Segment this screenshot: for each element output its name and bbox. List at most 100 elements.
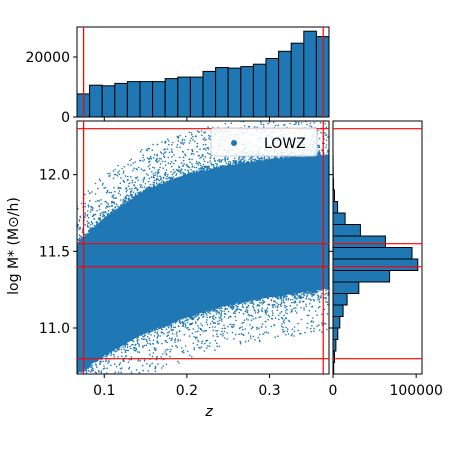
scatter-point (174, 159, 177, 162)
scatter-point (267, 332, 270, 334)
scatter-point (153, 184, 155, 187)
scatter-point (132, 169, 134, 172)
scatter-point (227, 325, 229, 328)
scatter-point (76, 387, 78, 389)
scatter-point (88, 384, 90, 386)
scatter-point (241, 322, 244, 324)
scatter-point (90, 221, 93, 223)
scatter-point (115, 365, 118, 368)
scatter-point (288, 320, 291, 323)
scatter-point (117, 347, 120, 349)
scatter-point (108, 191, 111, 194)
scatter-point (210, 162, 212, 164)
scatter-point (132, 197, 135, 199)
scatter-point (153, 177, 155, 179)
scatter-point (305, 303, 307, 306)
scatter-point (199, 148, 201, 150)
right-hist-bar (332, 224, 361, 237)
scatter-point (296, 304, 298, 306)
scatter-point (261, 156, 263, 159)
top-hist-bar (215, 67, 229, 118)
scatter-point (190, 137, 193, 140)
scatter-point (100, 376, 102, 378)
scatter-point (179, 146, 181, 148)
scatter-point (89, 399, 91, 401)
scatter-point (99, 362, 101, 364)
scatter-point (124, 343, 126, 346)
scatter-point (80, 409, 82, 411)
scatter-point (281, 323, 283, 325)
scatter-point (89, 211, 92, 213)
scatter-point (95, 402, 97, 404)
scatter-point (175, 344, 177, 347)
scatter-point (139, 159, 142, 162)
scatter-point (167, 156, 170, 159)
scatter-point (91, 227, 93, 229)
scatter-point (246, 300, 249, 303)
scatter-point (243, 125, 246, 127)
scatter-point (178, 362, 180, 364)
scatter-point (264, 311, 267, 314)
scatter-point (160, 152, 163, 154)
scatter-point (184, 154, 187, 157)
scatter-point (325, 154, 328, 156)
scatter-point (211, 310, 214, 312)
scatter-point (162, 167, 164, 169)
scatter-point (227, 317, 230, 319)
scatter-point (106, 206, 109, 208)
scatter-point (201, 313, 203, 316)
scatter-point (165, 181, 168, 183)
scatter-point (260, 301, 263, 304)
scatter-point (320, 131, 322, 134)
scatter-point (293, 293, 295, 296)
scatter-point (147, 333, 150, 335)
top-hist-bar (303, 30, 317, 118)
scatter-point (78, 409, 80, 411)
scatter-point (324, 323, 327, 325)
scatter-point (308, 290, 311, 293)
scatter-point (98, 371, 100, 373)
scatter-point (257, 336, 260, 339)
scatter-point (221, 327, 224, 330)
top-hist-bar (114, 82, 128, 118)
scatter-point (246, 311, 249, 314)
scatter-point (137, 374, 139, 376)
scatter-point (307, 298, 310, 300)
scatter-point (208, 165, 210, 167)
scatter-point (276, 295, 279, 297)
scatter-point (91, 364, 94, 367)
scatter-point (259, 333, 261, 336)
scatter-point (104, 360, 107, 363)
scatter-point (236, 306, 238, 308)
scatter-point (324, 134, 327, 137)
scatter-point (191, 163, 193, 165)
scatter-point (276, 309, 279, 312)
scatter-point (121, 345, 123, 347)
scatter-point (96, 210, 98, 212)
scatter-point (89, 364, 92, 366)
scatter-point (87, 378, 89, 380)
scatter-point (170, 160, 173, 163)
scatter-point (262, 123, 265, 126)
scatter-point (176, 144, 179, 146)
scatter-point (78, 237, 81, 239)
scatter-point (144, 189, 147, 191)
scatter-point (297, 322, 299, 325)
top-hist-bar (101, 85, 116, 118)
scatter-point (83, 398, 85, 400)
scatter-point (318, 137, 321, 140)
scatter-point (105, 207, 107, 209)
scatter-point (277, 335, 279, 338)
scatter-point (317, 154, 320, 157)
scatter-point (216, 307, 218, 310)
scatter-point (239, 326, 241, 329)
scatter-point (92, 404, 94, 406)
scatter-point (101, 212, 103, 214)
scatter-point (267, 122, 269, 125)
scatter-point (218, 158, 220, 161)
scatter-point (191, 356, 193, 358)
scatter-point (149, 364, 151, 366)
scatter-point (188, 142, 191, 144)
scatter-point (154, 365, 157, 368)
scatter-point (159, 326, 161, 329)
